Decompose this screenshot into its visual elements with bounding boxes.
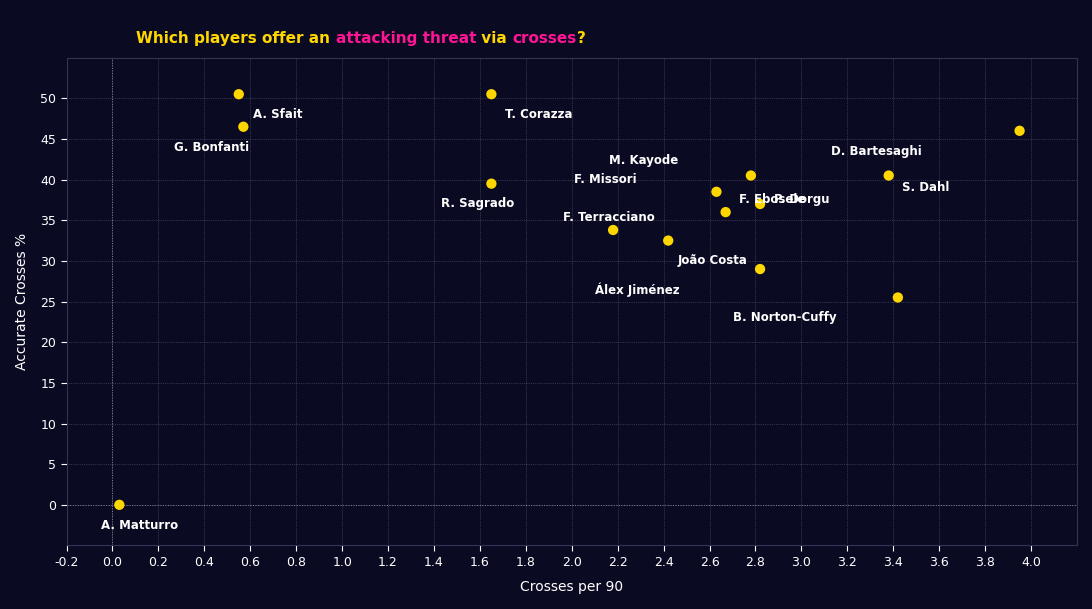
Text: ?: ? xyxy=(577,30,585,46)
Text: Which players offer an: Which players offer an xyxy=(136,30,335,46)
Text: D. Bartesaghi: D. Bartesaghi xyxy=(831,144,922,158)
Text: A. Matturro: A. Matturro xyxy=(100,519,178,532)
Text: P. Dorgu: P. Dorgu xyxy=(774,194,829,206)
Point xyxy=(716,207,734,217)
Text: via: via xyxy=(476,30,512,46)
Point xyxy=(743,171,760,180)
Text: F. Missori: F. Missori xyxy=(574,173,637,186)
Text: T. Corazza: T. Corazza xyxy=(506,108,572,121)
X-axis label: Crosses per 90: Crosses per 90 xyxy=(520,580,624,594)
Text: João Costa: João Costa xyxy=(677,255,747,267)
Text: R. Sagrado: R. Sagrado xyxy=(441,197,514,211)
Point xyxy=(235,122,252,132)
Text: F. Ebosele: F. Ebosele xyxy=(739,194,806,206)
Point xyxy=(708,187,725,197)
Y-axis label: Accurate Crosses %: Accurate Crosses % xyxy=(15,233,29,370)
Text: Álex Jiménez: Álex Jiménez xyxy=(595,282,679,297)
Point xyxy=(604,225,621,235)
Text: S. Dahl: S. Dahl xyxy=(902,181,950,194)
Text: G. Bonfanti: G. Bonfanti xyxy=(175,141,250,153)
Point xyxy=(230,90,248,99)
Text: crosses: crosses xyxy=(512,30,577,46)
Point xyxy=(483,90,500,99)
Point xyxy=(1011,126,1029,136)
Point xyxy=(889,292,906,302)
Point xyxy=(880,171,898,180)
Text: attacking threat: attacking threat xyxy=(335,30,476,46)
Point xyxy=(751,199,769,209)
Point xyxy=(751,264,769,274)
Text: B. Norton-Cuffy: B. Norton-Cuffy xyxy=(733,311,836,325)
Point xyxy=(660,236,677,245)
Text: F. Terracciano: F. Terracciano xyxy=(562,211,654,224)
Point xyxy=(110,500,128,510)
Point xyxy=(483,179,500,189)
Text: A. Sfait: A. Sfait xyxy=(252,108,302,121)
Text: M. Kayode: M. Kayode xyxy=(608,155,678,167)
